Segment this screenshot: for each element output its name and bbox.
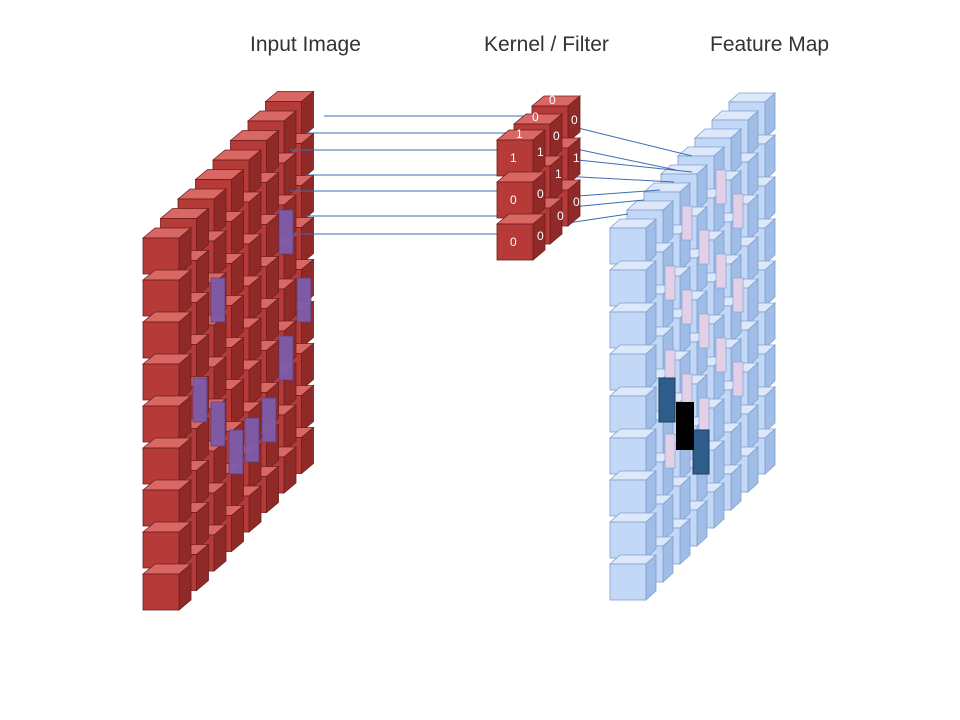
feature-pink-cell: [664, 433, 676, 469]
input-cube: [141, 353, 193, 401]
kernel-to-feature-line: [577, 159, 693, 173]
input-highlight-cell: [278, 335, 294, 381]
feature-map-grid: [608, 92, 777, 601]
kernel-cube: [495, 129, 547, 177]
input-image-title: Input Image: [250, 33, 361, 56]
input-highlight-cell: [296, 277, 312, 323]
kernel-cube: [495, 171, 547, 219]
feature-pink-cell: [732, 361, 744, 397]
kernel-to-feature-line: [561, 175, 675, 183]
feature-pink-cell: [698, 397, 710, 433]
kernel-value-label: 0: [532, 110, 539, 124]
feature-cube: [608, 470, 658, 517]
kernel-value-label: 0: [571, 113, 578, 127]
input-cube: [141, 227, 193, 275]
feature-cube: [608, 428, 658, 475]
kernel-value-label: 0: [549, 93, 556, 107]
kernel-value-label: 0: [573, 195, 580, 209]
feature-cube: [608, 386, 658, 433]
input-highlight-cell: [192, 377, 208, 423]
input-cube: [141, 311, 193, 359]
feature-cube: [608, 218, 658, 265]
input-cube: [141, 395, 193, 443]
feature-pink-cell: [715, 253, 727, 289]
input-highlight-cell: [261, 397, 277, 443]
kernel-value-label: 0: [553, 129, 560, 143]
feature-map-title: Feature Map: [710, 33, 830, 56]
input-highlight-cell: [210, 277, 226, 323]
feature-pink-cell: [698, 313, 710, 349]
input-highlight-cell: [244, 417, 260, 463]
feature-pink-cell: [715, 337, 727, 373]
kernel-cube: [495, 213, 547, 261]
kernel-value-label: 1: [510, 151, 517, 165]
kernel-value-label: 1: [516, 127, 523, 141]
feature-cube: [608, 344, 658, 391]
kernel-value-label: 0: [510, 235, 517, 249]
kernel-value-label: 1: [555, 167, 562, 181]
input-cube: [141, 479, 193, 527]
feature-pink-cell: [681, 205, 693, 241]
kernel-to-feature-line: [577, 189, 661, 197]
feature-pink-cell: [732, 277, 744, 313]
kernel-value-label: 0: [557, 209, 564, 223]
kernel-to-feature-line: [577, 127, 693, 157]
input-cube: [141, 437, 193, 485]
feature-output-cell: [676, 402, 694, 450]
feature-pink-cell: [715, 169, 727, 205]
input-cube: [141, 269, 193, 317]
input-highlight-cell: [210, 401, 226, 447]
feature-pink-cell: [681, 289, 693, 325]
feature-cube: [608, 554, 658, 601]
kernel-to-feature-line: [561, 145, 677, 171]
kernel-value-label: 1: [537, 145, 544, 159]
feature-cube: [608, 260, 658, 307]
kernel-value-label: 0: [510, 193, 517, 207]
input-image-grid: [141, 90, 315, 611]
feature-pink-cell: [664, 265, 676, 301]
kernel-value-label: 0: [537, 229, 544, 243]
feature-pink-cell: [698, 229, 710, 265]
feature-cube: [608, 302, 658, 349]
input-highlight-cell: [228, 429, 244, 475]
feature-dark-cell: [692, 429, 710, 475]
connector-lines: [290, 115, 693, 235]
kernel-value-label: 0: [537, 187, 544, 201]
feature-cube: [608, 512, 658, 559]
feature-dark-cell: [658, 377, 676, 423]
input-highlight-cell: [278, 209, 294, 255]
kernel-filter-title: Kernel / Filter: [484, 33, 609, 56]
input-cube: [141, 563, 193, 611]
input-cube: [141, 521, 193, 569]
kernel-value-label: 1: [573, 151, 580, 165]
feature-pink-cell: [732, 193, 744, 229]
